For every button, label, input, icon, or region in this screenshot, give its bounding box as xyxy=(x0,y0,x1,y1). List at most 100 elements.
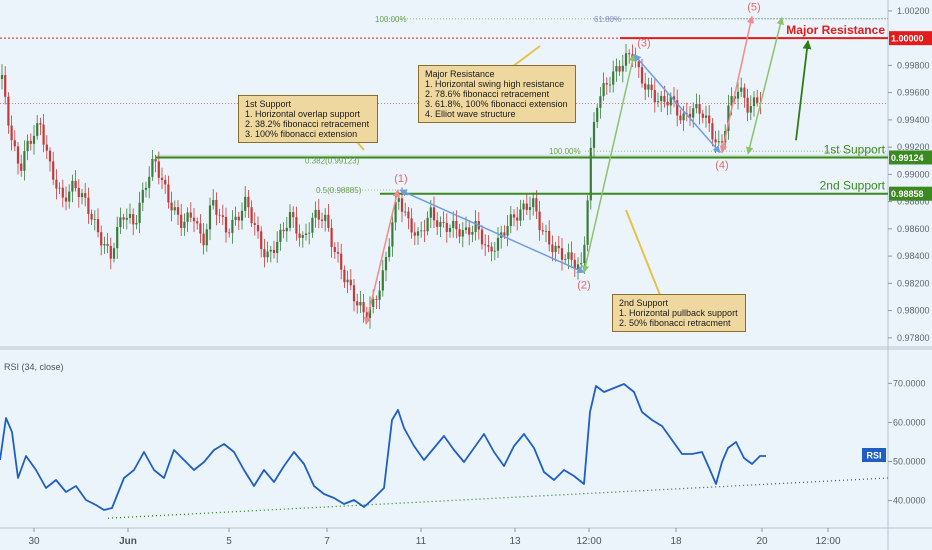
candle-body xyxy=(608,84,612,86)
candle-body xyxy=(509,214,512,227)
candle-body xyxy=(634,57,637,62)
rsi-tick-label: 60.0000 xyxy=(893,417,926,427)
candle-body xyxy=(96,218,100,233)
candle-body xyxy=(320,219,324,221)
candle-body xyxy=(356,301,359,306)
candle-body xyxy=(525,203,528,210)
candle-body xyxy=(272,249,276,253)
target-arrow xyxy=(795,39,812,141)
candle-body xyxy=(388,246,391,258)
candle-body xyxy=(90,213,93,220)
price-tick-label: 0.98000 xyxy=(897,306,930,316)
candle-body xyxy=(234,216,237,220)
candle-body xyxy=(564,258,567,260)
major-resistance-note: Major Resistance 1. Horizontal swing hig… xyxy=(418,65,576,123)
candle-body xyxy=(93,218,96,220)
second-support-label: 2nd Support xyxy=(820,179,886,193)
rsi-tick-label: 40.0000 xyxy=(893,496,926,506)
price-tick-label: 0.99800 xyxy=(897,60,930,70)
candle-body xyxy=(455,220,458,230)
candle-body xyxy=(541,230,544,232)
time-tick-label: 11 xyxy=(416,536,427,547)
time-tick-label: 7 xyxy=(324,536,330,547)
candle-body xyxy=(125,217,128,220)
candle-body xyxy=(164,179,167,185)
price-badge xyxy=(889,150,932,165)
candle-body xyxy=(484,244,487,246)
candle-body xyxy=(551,244,554,253)
candle-body xyxy=(756,97,759,103)
candle-body xyxy=(205,229,208,246)
candle-body xyxy=(138,202,141,223)
candle-body xyxy=(288,212,292,228)
candle-body xyxy=(333,247,336,253)
candle-body xyxy=(314,209,317,218)
time-tick-label: 20 xyxy=(756,536,768,547)
candle-body xyxy=(285,227,288,232)
candle-body xyxy=(663,95,666,102)
wave-label-1: (1) xyxy=(394,173,407,185)
candle-body xyxy=(71,180,74,192)
time-tick-label: 18 xyxy=(670,536,682,547)
candle-body xyxy=(416,231,420,236)
candle-body xyxy=(87,197,90,214)
candle-body xyxy=(397,198,400,202)
candle-body xyxy=(439,221,442,227)
candle-body xyxy=(157,161,160,178)
price-tick-label: 0.99000 xyxy=(897,169,930,179)
price-badge xyxy=(889,186,932,201)
candle-body xyxy=(567,252,570,259)
candle-body xyxy=(266,251,269,258)
candle-body xyxy=(714,139,717,143)
projection-arrow xyxy=(745,16,785,155)
candle-body xyxy=(586,200,589,245)
candle-body xyxy=(679,115,682,121)
candle-body xyxy=(109,245,112,259)
candle-body xyxy=(557,245,560,249)
candle-body xyxy=(640,67,644,84)
candle-body xyxy=(151,158,154,177)
price-tick-label: 0.99400 xyxy=(897,115,930,125)
candle-body xyxy=(461,230,464,237)
price-tick-label: 0.99200 xyxy=(897,142,930,152)
candle-body xyxy=(298,233,301,238)
candle-body xyxy=(55,179,58,189)
candle-body xyxy=(224,216,228,233)
candle-body xyxy=(740,87,743,92)
candle-body xyxy=(656,101,660,103)
candle-body xyxy=(458,229,461,237)
candle-body xyxy=(32,135,36,144)
candle-body xyxy=(583,244,586,264)
candle-body xyxy=(36,123,39,136)
candle-body xyxy=(186,212,189,222)
candle-body xyxy=(180,214,183,228)
candle-body xyxy=(154,158,157,162)
fib-label-100-top: 100.00% xyxy=(375,15,407,24)
candle-body xyxy=(535,198,538,212)
candle-body xyxy=(442,221,445,223)
candle-body xyxy=(576,264,580,270)
major-resistance-note-line: 3. 61.8%, 100% fibonacci extension xyxy=(425,99,568,109)
first-support-label: 1st Support xyxy=(824,142,886,156)
candle-body xyxy=(279,229,282,242)
candle-body xyxy=(464,227,468,231)
price-badge xyxy=(889,31,932,46)
candle-body xyxy=(189,212,192,218)
candle-body xyxy=(308,232,311,234)
candle-body xyxy=(628,53,631,55)
candle-body xyxy=(330,227,333,248)
candle-body xyxy=(176,207,180,215)
candle-body xyxy=(276,241,279,253)
second-support-price-badge-label: 0.98858 xyxy=(891,189,924,199)
candle-body xyxy=(413,232,416,236)
candle-body xyxy=(736,91,740,99)
price-panel-bg xyxy=(0,0,888,346)
candle-body xyxy=(4,74,7,97)
candle-body xyxy=(112,248,116,259)
time-tick-label: Jun xyxy=(119,536,137,547)
candle-body xyxy=(407,211,410,219)
candle-body xyxy=(77,188,80,198)
candle-body xyxy=(20,163,23,171)
first-support-note-line: 3. 100% fibonacci extension xyxy=(245,129,358,139)
